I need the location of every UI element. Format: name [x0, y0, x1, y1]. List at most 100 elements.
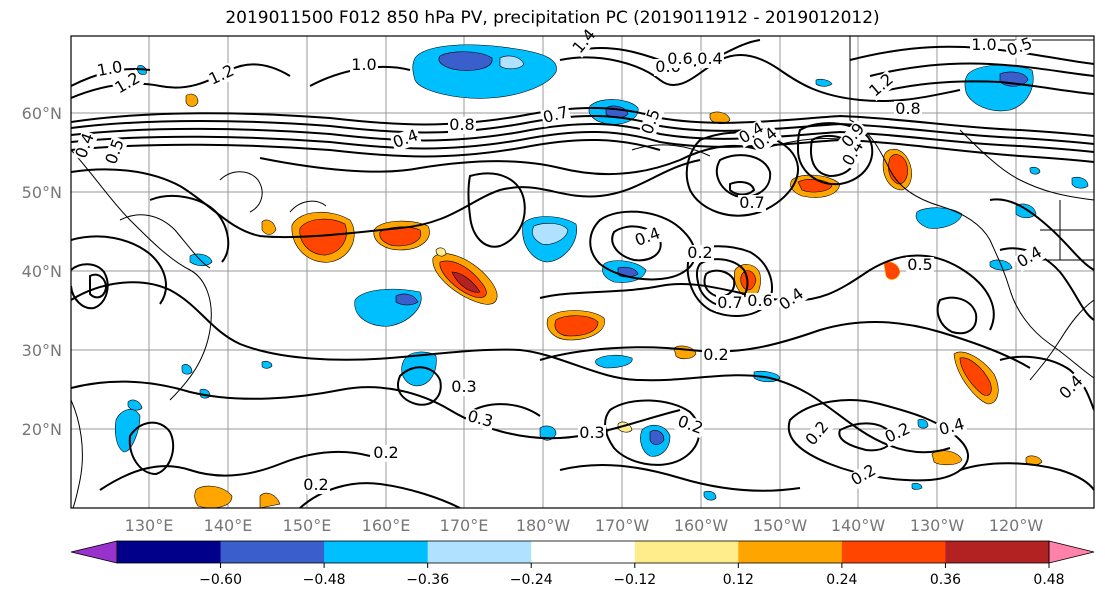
lat-tick: 50°N [22, 183, 62, 202]
contour-label: 0.6 [667, 49, 692, 68]
lon-tick: 160°W [674, 516, 729, 535]
contour-label: 0.7 [739, 193, 764, 212]
contour-label-bg [1013, 243, 1047, 272]
contour-label-bg [686, 245, 714, 262]
contour-label-bg [302, 477, 330, 494]
colorbar-tick-label: 0.36 [930, 572, 961, 588]
contour-label-bg [1003, 34, 1036, 61]
lat-axis: 60°N 50°N 40°N 30°N 20°N [22, 104, 62, 439]
contour-label: 0.8 [895, 99, 920, 118]
contour-label-bg [749, 124, 782, 156]
coastlines [71, 36, 1094, 508]
colorbar-ticks: −0.60 −0.48 −0.36 −0.24 −0.12 0.12 0.24 0.36 0.4… [199, 563, 1065, 588]
contour-label: 1.0 [351, 55, 376, 74]
precip-positive-areas [185, 93, 1043, 508]
colorbar-segment [117, 541, 222, 563]
colorbar-tick-label: 0.48 [1033, 572, 1064, 588]
colorbar-extend-high [1048, 540, 1095, 564]
lon-tick: 180°W [516, 516, 571, 535]
contour-label: 0.2 [373, 443, 398, 462]
map-frame [70, 35, 1095, 509]
plot-title: 2019011500 F012 850 hPa PV, precipitatio… [225, 8, 880, 28]
contour-label-bg [696, 51, 724, 68]
contour-label: 0.3 [579, 423, 604, 442]
contour-label-bg [389, 126, 422, 153]
contour-label: 1.0 [971, 35, 996, 54]
colorbar-tick-label: 0.24 [826, 572, 857, 588]
lat-tick: 30°N [22, 341, 62, 360]
contour-label-bg [865, 70, 898, 102]
colorbar-segment [945, 541, 1050, 563]
contour-labels: 1.01.21.21.00.40.50.70.50.60.80.41.40.60… [71, 25, 1088, 494]
lon-tick: 130°W [910, 516, 965, 535]
contour-label-bg [936, 415, 968, 440]
lon-tick: 160°E [362, 516, 411, 535]
contour-label: 0.2 [303, 475, 328, 494]
contour-label-bg [735, 119, 769, 148]
contour-label: 0.6 [747, 291, 772, 310]
contour-label-bg [738, 195, 766, 212]
contour-label-bg [716, 295, 744, 312]
contour-label-bg [631, 224, 664, 251]
contour-label: 0.3 [451, 377, 476, 396]
lon-tick: 170°E [440, 516, 489, 535]
contour-label-bg [350, 57, 378, 74]
contour-label: 0.4 [697, 49, 722, 68]
lon-tick: 170°W [595, 516, 650, 535]
lat-tick: 20°N [22, 420, 62, 439]
contour-label-bg [94, 58, 126, 81]
contour-label-bg [894, 101, 922, 118]
lon-tick: 130°E [125, 516, 174, 535]
lon-tick: 120°W [989, 516, 1044, 535]
colorbar-extend-low [70, 540, 118, 564]
lon-tick: 150°W [753, 516, 808, 535]
contour-label-bg [847, 461, 881, 490]
contour-label-bg [775, 284, 809, 315]
colorbar-tick-label: −0.36 [406, 572, 449, 588]
colorbar-segment [738, 541, 843, 563]
precip-shading [114, 44, 1089, 508]
contour-label: 0.8 [449, 115, 474, 134]
contour-label: 0.5 [907, 255, 932, 274]
colorbar-tick-label: 0.12 [723, 572, 754, 588]
contour-label-bg [881, 419, 915, 448]
colorbar [70, 540, 1095, 564]
contour-label-bg [839, 137, 868, 171]
colorbar-tick-label: −0.12 [613, 572, 656, 588]
precip-negative-areas [114, 44, 1089, 501]
lon-tick: 140°E [204, 516, 253, 535]
contour-label: 1.0 [96, 57, 124, 80]
lon-tick: 140°W [831, 516, 886, 535]
contour-label-bg [1055, 371, 1088, 404]
contour-label-bg [448, 117, 476, 134]
colorbar-segment [531, 541, 636, 563]
contour-label-bg [111, 69, 145, 98]
contour-label-bg [674, 412, 707, 439]
colorbar-tick-label: −0.60 [199, 572, 242, 588]
colorbar-frame [116, 540, 1050, 564]
contour-label-bg [540, 103, 572, 128]
lat-tick: 60°N [22, 104, 62, 123]
contour-label: 0.2 [687, 243, 712, 262]
lat-tick: 40°N [22, 262, 62, 281]
contour-label-bg [802, 417, 834, 450]
contour-label-bg [464, 407, 496, 432]
contour-label-bg [666, 51, 694, 68]
contour-label-bg [970, 37, 998, 54]
contour-label: 0.2 [703, 345, 728, 364]
colorbar-tick-label: −0.24 [510, 572, 553, 588]
colorbar-segment [841, 541, 946, 563]
lon-axis: 130°E 140°E 150°E 160°E 170°E 180°W 170°… [125, 516, 1044, 535]
contour-label-bg [72, 129, 99, 162]
contour-label-bg [569, 25, 601, 58]
lon-tick: 150°E [283, 516, 332, 535]
contour-label-bg [906, 257, 934, 274]
colorbar-segment [324, 541, 429, 563]
contour-label-bg [450, 379, 478, 396]
contour-label-bg [746, 293, 774, 310]
contour-label: 0.7 [717, 293, 742, 312]
colorbar-segment [220, 541, 325, 563]
contour-label-bg [102, 135, 129, 168]
colorbar-tick-label: −0.48 [303, 572, 346, 588]
contour-label-bg [372, 445, 400, 462]
